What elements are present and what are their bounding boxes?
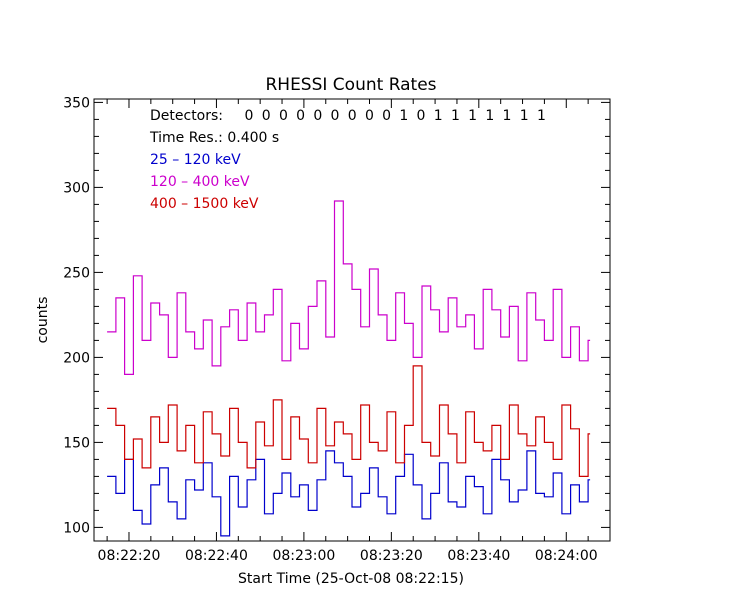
y-tick-label: 300 [63, 180, 90, 196]
detector-digit: 0 [348, 108, 357, 124]
detectors-label: Detectors: [150, 108, 223, 124]
y-tick-label: 250 [63, 265, 90, 281]
detector-digit: 1 [468, 108, 477, 124]
y-tick-label: 150 [63, 435, 90, 451]
detector-digit: 0 [331, 108, 340, 124]
detector-digit: 1 [537, 108, 546, 124]
y-tick-label: 200 [63, 350, 90, 366]
x-tick-label: 08:22:20 [98, 548, 161, 564]
legend: 25 – 120 keV 120 – 400 keV 400 – 1500 keV [150, 152, 259, 212]
detector-digit: 0 [296, 108, 305, 124]
detector-digit: 0 [279, 108, 288, 124]
x-tick-label: 08:23:20 [360, 548, 423, 564]
detector-digit: 1 [399, 108, 408, 124]
x-axis-label: Start Time (25-Oct-08 08:22:15) [238, 571, 464, 587]
legend-entry: 120 – 400 keV [150, 174, 250, 190]
detector-digit: 0 [365, 108, 374, 124]
detector-digit: 0 [313, 108, 322, 124]
x-tick-label: 08:23:40 [447, 548, 510, 564]
x-tick-label: 08:23:00 [272, 548, 335, 564]
detector-digit: 1 [434, 108, 443, 124]
detector-digit: 1 [503, 108, 512, 124]
detector-digit: 1 [485, 108, 494, 124]
series-layer [107, 200, 591, 537]
series-line [107, 450, 591, 537]
series-line [107, 365, 591, 477]
y-axis-label: counts [35, 297, 51, 344]
legend-entry: 25 – 120 keV [150, 152, 241, 168]
x-axis: 08:22:20 08:22:40 08:23:00 08:23:20 08:23:40… [98, 99, 611, 564]
x-tick-label: 08:24:00 [535, 548, 598, 564]
detector-digit: 0 [262, 108, 271, 124]
detector-digit: 0 [382, 108, 391, 124]
chart-title: RHESSI Count Rates [265, 75, 436, 95]
series-line [107, 200, 591, 375]
detector-digit: 1 [520, 108, 529, 124]
y-tick-label: 100 [63, 520, 90, 536]
time-resolution-label: Time Res.: 0.400 s [149, 130, 279, 146]
detector-digit: 0 [417, 108, 426, 124]
y-tick-label: 350 [63, 95, 90, 111]
detector-digit: 0 [245, 108, 254, 124]
legend-entry: 400 – 1500 keV [150, 196, 259, 212]
plot-frame [93, 98, 611, 542]
x-tick-label: 08:22:40 [185, 548, 248, 564]
detector-digit: 1 [451, 108, 460, 124]
